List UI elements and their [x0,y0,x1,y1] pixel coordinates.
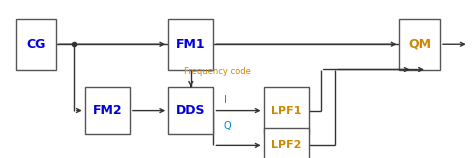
Bar [85,87,129,134]
Text: Q: Q [224,121,231,131]
Text: I: I [223,94,227,105]
Text: QM: QM [407,38,430,51]
Bar [398,19,439,70]
Text: LPF1: LPF1 [270,106,301,116]
Text: Frequency code: Frequency code [183,67,250,76]
Text: FM2: FM2 [92,104,122,117]
Bar [263,128,308,158]
Text: CG: CG [26,38,45,51]
Text: LPF2: LPF2 [270,140,301,150]
Text: DDS: DDS [176,104,205,117]
Bar [263,87,308,134]
Bar [168,19,213,70]
Text: FM1: FM1 [176,38,205,51]
Bar [168,87,213,134]
Bar [15,19,56,70]
